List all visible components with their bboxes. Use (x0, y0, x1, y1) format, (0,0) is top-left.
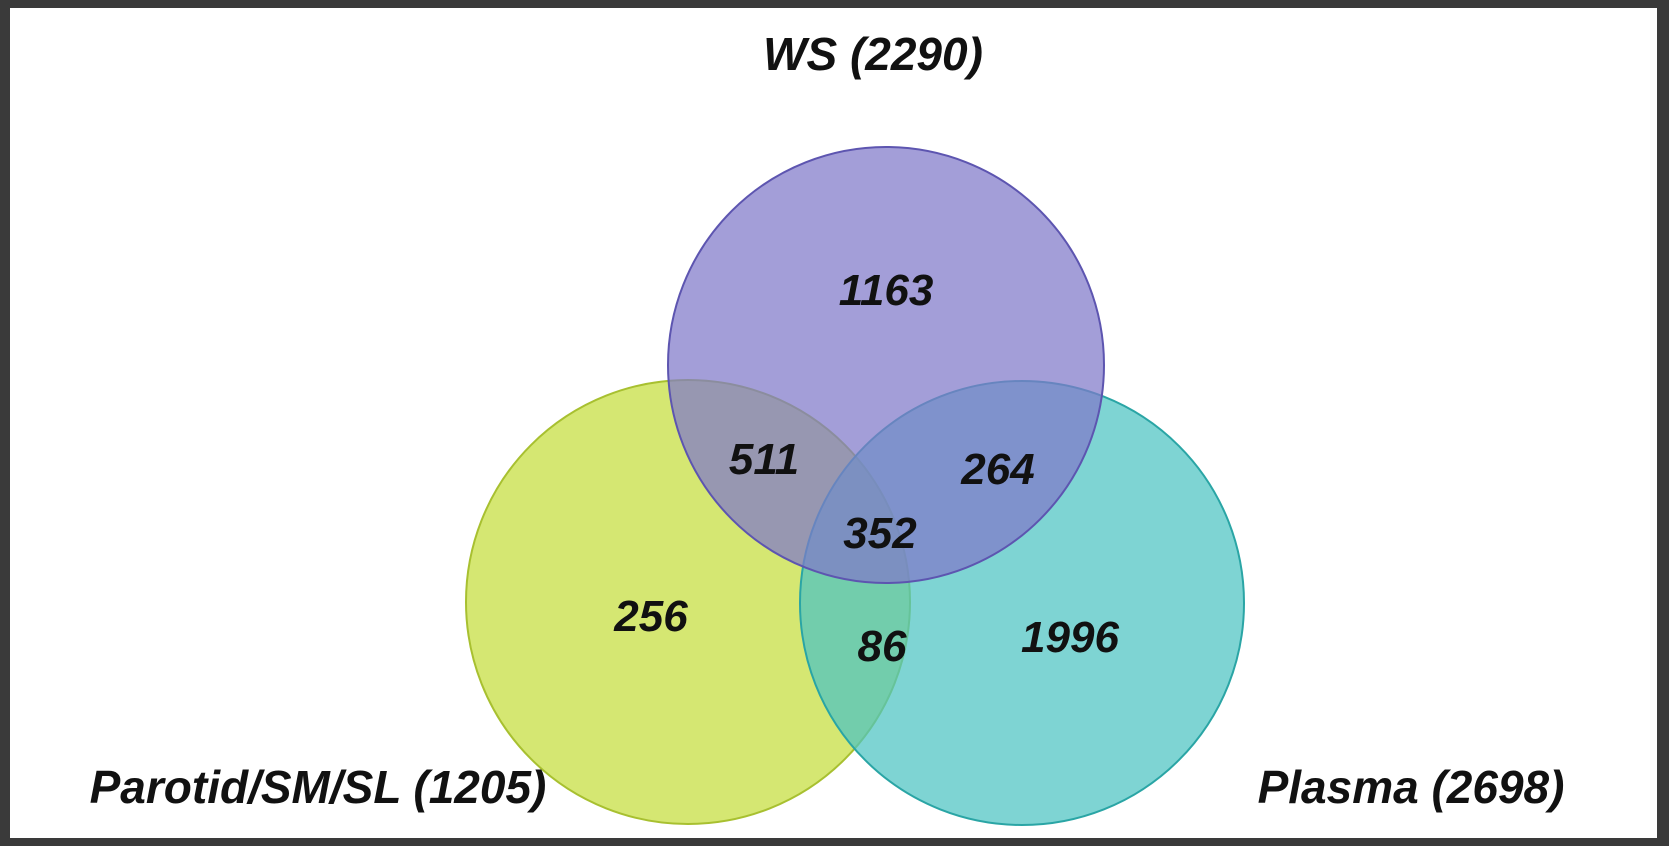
region-ws-plasma: 264 (960, 445, 1034, 494)
set-label-gland: Parotid/SM/SL (1205) (90, 761, 547, 813)
region-gland-only: 256 (613, 592, 688, 641)
region-ws-only: 1163 (839, 266, 934, 315)
set-label-ws: WS (2290) (763, 28, 983, 80)
region-all-three: 352 (843, 509, 917, 558)
region-gland-plasma: 86 (858, 622, 907, 671)
set-circle-ws (667, 146, 1105, 584)
set-label-plasma: Plasma (2698) (1258, 761, 1565, 813)
region-ws-gland: 511 (729, 435, 799, 484)
region-plasma-only: 1996 (1021, 613, 1119, 662)
